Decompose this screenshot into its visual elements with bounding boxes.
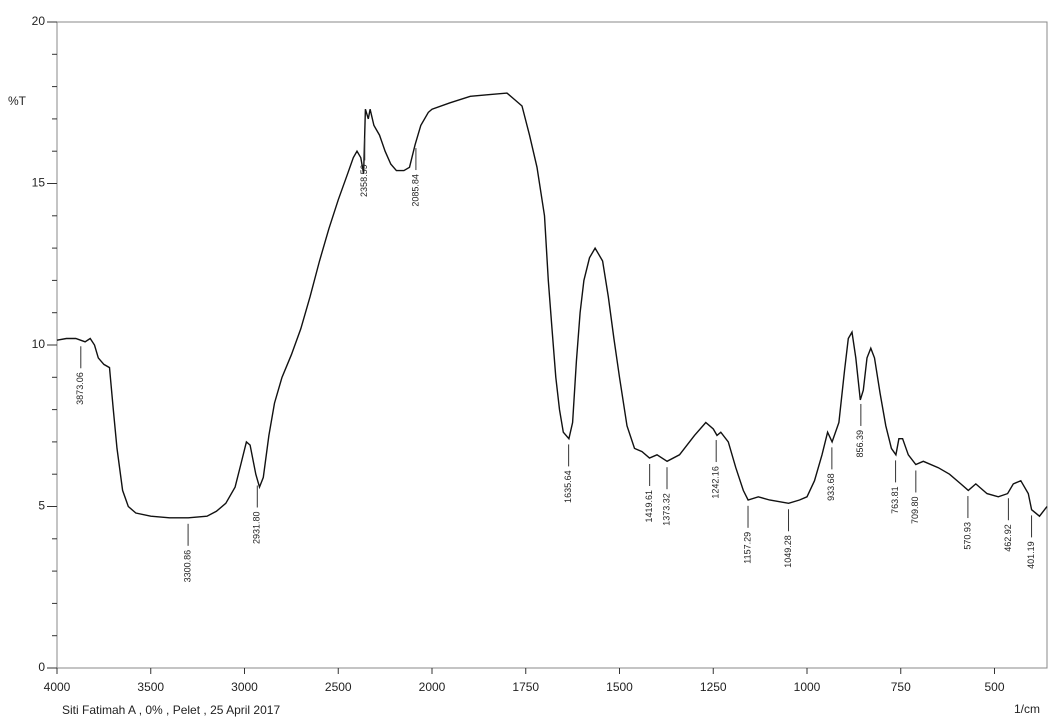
x-tick-label: 4000 [44,680,71,694]
x-tick-label: 1750 [512,680,539,694]
peak-label: 2358.59 [359,164,369,197]
y-tick-label: 0 [38,660,45,674]
peak-label: 3300.86 [182,550,192,583]
peak-label: 933.68 [826,473,836,501]
peak-label: 763.81 [890,486,900,514]
spectrum-line [57,93,1047,518]
y-tick-label: 20 [32,14,46,28]
peak-label: 1419.61 [644,490,654,523]
x-tick-label: 750 [891,680,911,694]
peak-label: 401.19 [1026,541,1036,569]
x-tick-label: 500 [984,680,1004,694]
x-tick-label: 1500 [606,680,633,694]
x-tick-label: 1250 [700,680,727,694]
peak-label: 3873.06 [75,372,85,405]
peak-label: 1049.28 [783,535,793,568]
y-tick-label: 15 [32,176,46,190]
chart: %T 1/cm Siti Fatimah A , 0% , Pelet , 25… [0,0,1050,720]
plot-frame [57,22,1047,668]
y-tick-label: 10 [32,337,46,351]
x-tick-label: 3000 [231,680,258,694]
y-tick-label: 5 [38,499,45,513]
y-axis-label: %T [8,94,27,108]
peak-label: 462.92 [1003,524,1013,552]
peak-label: 1242.16 [711,466,721,499]
x-axis-label: 1/cm [1014,702,1040,716]
x-tick-label: 2500 [325,680,352,694]
peak-label: 1157.29 [742,532,752,564]
peak-label: 856.39 [855,430,865,458]
peak-label: 2085.84 [410,174,420,207]
x-tick-label: 1000 [794,680,821,694]
x-tick-label: 3500 [137,680,164,694]
peak-label: 570.93 [962,522,972,550]
footer: Siti Fatimah A , 0% , Pelet , 25 April 2… [62,703,280,717]
peak-label: 2931.80 [252,511,262,544]
peak-label: 1373.32 [661,493,671,526]
x-tick-label: 2000 [419,680,446,694]
peak-label: 1635.64 [563,470,573,503]
peak-label: 709.80 [910,496,920,524]
